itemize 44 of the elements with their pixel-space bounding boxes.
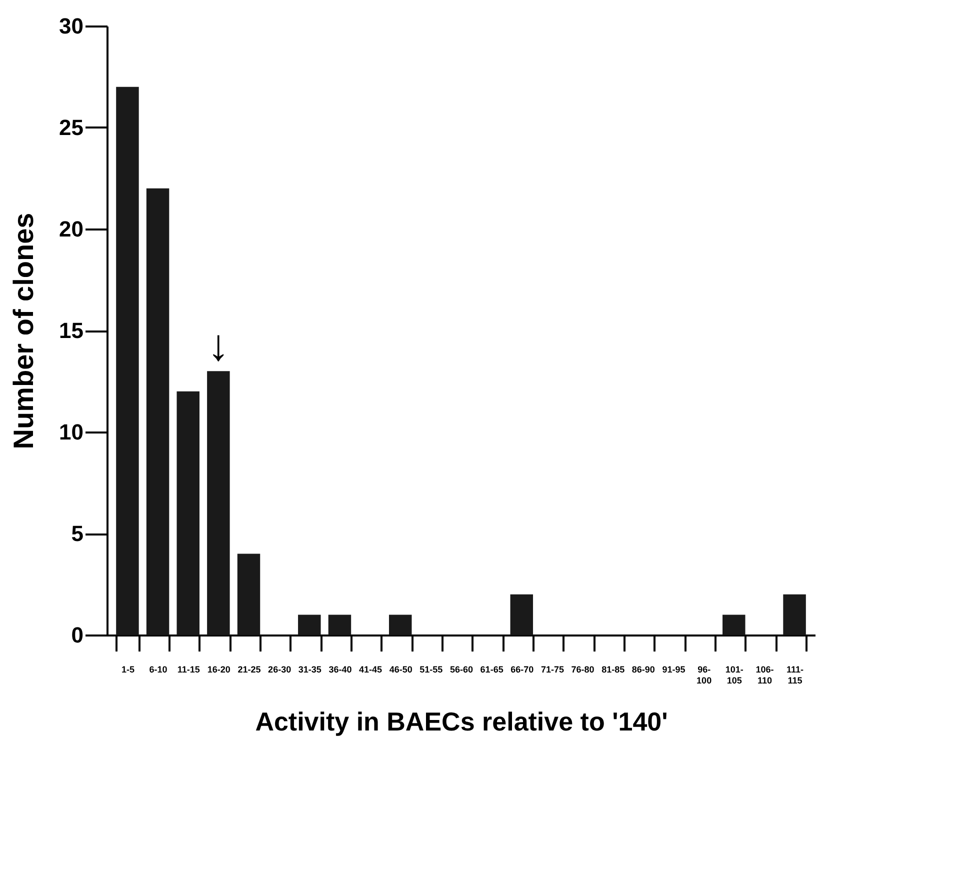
bar [722, 614, 746, 635]
x-axis-title: Activity in BAECs relative to '140' [255, 706, 668, 736]
y-tick-label: 30 [59, 14, 84, 38]
y-tick-label: 20 [59, 216, 84, 242]
y-tick-label: 25 [59, 115, 84, 140]
x-tick-label: 21-25 [238, 664, 261, 674]
bar [146, 188, 170, 635]
bar [116, 86, 139, 635]
bar [510, 594, 534, 635]
x-tick-label: 96-100 [696, 664, 712, 686]
annotation: ↓ [207, 321, 230, 370]
x-tick-label: 1-5 [121, 664, 134, 674]
y-tick-label: 0 [71, 622, 84, 648]
x-tick-label: 71-75 [540, 664, 564, 674]
x-tick-label: 16-20 [207, 664, 230, 674]
x-tick-label: 6-10 [149, 664, 168, 674]
x-tick-label: 36-40 [328, 664, 352, 674]
x-tick-label: 51-55 [420, 664, 443, 674]
bar [176, 391, 200, 635]
y-tick-label: 15 [59, 318, 84, 343]
x-tick-label: 41-45 [359, 664, 382, 674]
x-tick-label: 101-105 [725, 664, 744, 686]
x-tick-label: 76-80 [571, 664, 594, 674]
x-tick-label: 66-70 [510, 664, 534, 674]
bar [237, 554, 260, 635]
bar [328, 614, 352, 635]
bar [298, 614, 321, 635]
x-tick-label: 61-65 [480, 664, 504, 674]
x-tick-label: 56-60 [450, 664, 474, 674]
x-tick-label: 26-30 [268, 664, 292, 674]
x-tick-label: 46-50 [389, 664, 412, 674]
bar [388, 614, 412, 635]
y-tick-label: 5 [71, 521, 84, 546]
x-tick-label: 31-35 [298, 664, 322, 674]
x-tick-label: 81-85 [602, 664, 625, 674]
x-tick-label: 11-15 [177, 664, 200, 674]
x-tick-label: 86-90 [632, 664, 655, 674]
y-axis-title: Number of clones [8, 212, 40, 450]
x-tick-label: 91-95 [662, 664, 686, 674]
y-tick-label: 10 [59, 420, 84, 444]
bar [783, 594, 806, 635]
bar [207, 371, 230, 635]
x-tick-label: 106-110 [756, 664, 774, 686]
x-tick-label: 111-115 [786, 664, 804, 686]
